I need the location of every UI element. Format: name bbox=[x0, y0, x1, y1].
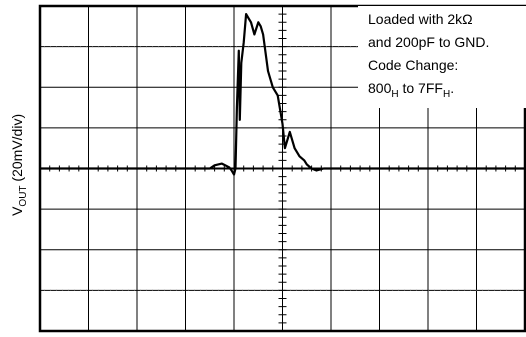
trace-layer bbox=[40, 13, 525, 176]
annotation-line: 800H to 7FFH. bbox=[368, 77, 526, 106]
annotation-text: to 7FF bbox=[398, 80, 443, 96]
annotation-subscript: H bbox=[391, 88, 399, 100]
annotation-line: Loaded with 2kΩ bbox=[368, 8, 526, 31]
annotation-line: Code Change: bbox=[368, 54, 526, 77]
annotation-line: and 200pF to GND. bbox=[368, 31, 526, 54]
annotation-text: and 200pF to GND. bbox=[368, 34, 490, 50]
annotation-subscript: H bbox=[442, 88, 451, 100]
annotation-text: Code Change: bbox=[368, 57, 459, 73]
annotation-text: 800 bbox=[368, 80, 392, 96]
annotation-text: Loaded with 2kΩ bbox=[368, 11, 473, 27]
y-axis-label: VOUT (20mV/div) bbox=[9, 113, 29, 217]
signal-trace bbox=[40, 13, 525, 176]
annotation-box: Loaded with 2kΩ and 200pF to GND. Code Cha… bbox=[358, 6, 526, 108]
annotation-text: . bbox=[450, 80, 455, 96]
